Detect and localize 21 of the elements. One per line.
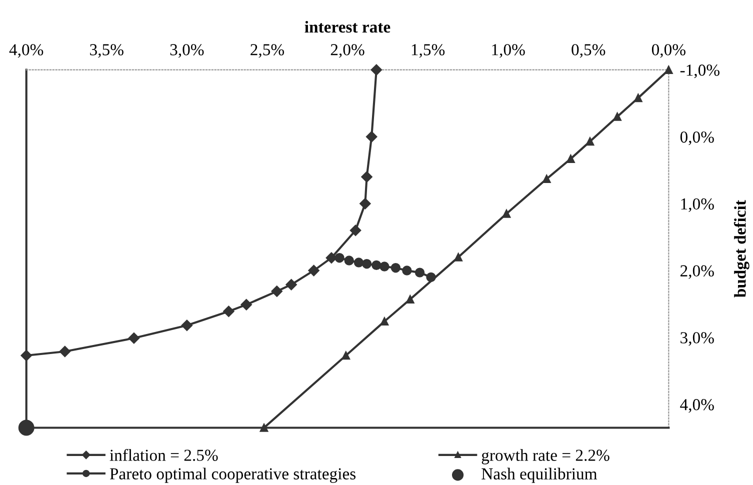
x-tick-label: 1,5% — [412, 44, 445, 58]
legend-label: growth rate = 2.2% — [482, 449, 610, 464]
x-tick-label: 0,0% — [652, 44, 686, 58]
x-tick-label: 2,0% — [330, 44, 364, 58]
legend-label: Pareto optimal cooperative strategies — [110, 468, 356, 483]
y-tick-label: -1,0% — [680, 64, 720, 78]
x-tick-label: 3,5% — [90, 44, 124, 58]
x-axis-title: interest rate — [304, 20, 390, 33]
legend-label: Nash equilibrium — [482, 468, 598, 483]
x-tick-label: 2,5% — [250, 44, 284, 58]
x-tick-label: 4,0% — [9, 44, 44, 58]
y-tick-label: 1,0% — [681, 198, 714, 212]
x-tick-label: 0,5% — [572, 44, 606, 58]
y-tick-label: 3,0% — [680, 332, 714, 346]
y-tick-label: 0,0% — [680, 131, 714, 146]
x-tick-label: 1,0% — [492, 44, 525, 58]
y-axis-title: budget deficit — [734, 200, 750, 298]
legend-label: inflation = 2.5% — [110, 449, 218, 461]
y-tick-label: 2,0% — [680, 265, 714, 279]
x-tick-label: 3,0% — [170, 44, 204, 58]
y-tick-label: 4,0% — [680, 399, 714, 413]
